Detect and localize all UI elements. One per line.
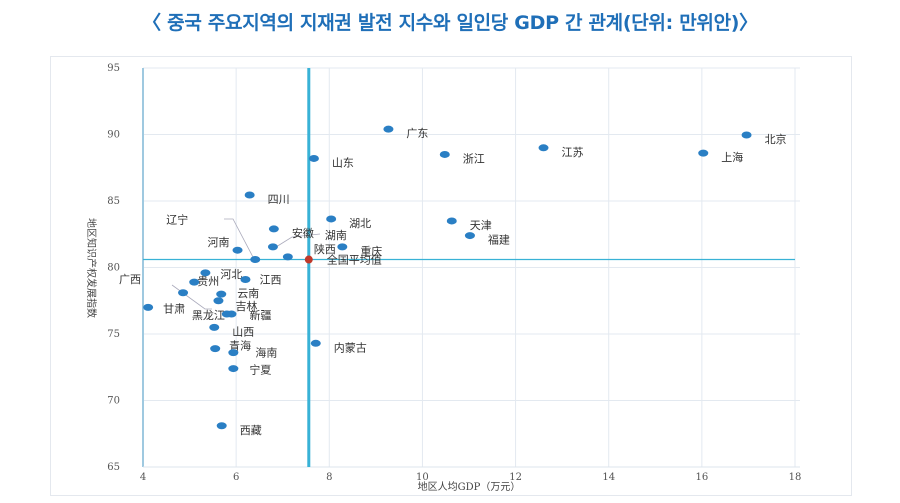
data-point — [268, 225, 279, 233]
y-tick-label: 80 — [107, 263, 120, 274]
point-label: 海南 — [255, 346, 277, 360]
x-tick-label: 8 — [326, 472, 332, 483]
point-label: 新疆 — [249, 308, 271, 322]
point-label: 江苏 — [562, 146, 584, 159]
point-label: 陕西 — [314, 242, 336, 256]
point-label: 西藏 — [240, 424, 262, 437]
data-point — [383, 125, 394, 133]
y-tick-label: 75 — [107, 329, 120, 340]
data-point — [446, 217, 457, 225]
point-label: 湖南 — [325, 229, 347, 242]
point-label: 江西 — [259, 273, 281, 286]
y-tick-label: 70 — [107, 396, 120, 407]
x-tick-label: 10 — [416, 472, 429, 483]
data-point — [143, 303, 154, 311]
leader-line — [224, 218, 255, 260]
data-point — [216, 290, 227, 298]
x-tick-label: 14 — [602, 472, 615, 483]
x-tick-label: 16 — [695, 472, 708, 483]
point-label: 云南 — [237, 287, 259, 300]
point-label: 宁夏 — [249, 363, 271, 377]
data-point — [213, 297, 224, 305]
x-axis-title: 地区人均GDP（万元） — [418, 480, 521, 493]
data-point — [226, 310, 237, 318]
point-label: 北京 — [765, 132, 787, 146]
data-point — [228, 349, 239, 357]
point-label: 湖北 — [349, 217, 371, 230]
point-label: 山西 — [232, 325, 254, 338]
y-tick-label: 95 — [107, 63, 120, 74]
point-label: 重庆 — [360, 244, 382, 258]
average-label: 全国平均值 — [327, 253, 382, 267]
x-tick-label: 18 — [789, 472, 802, 483]
point-label: 辽宁 — [166, 213, 188, 227]
point-label: 安徽 — [292, 226, 314, 240]
y-tick-label: 65 — [107, 462, 120, 473]
data-point — [200, 269, 211, 277]
point-label: 贵州 — [197, 275, 219, 288]
data-point — [267, 243, 278, 251]
chart-panel — [50, 56, 852, 496]
data-point — [741, 131, 752, 139]
point-label: 河南 — [208, 236, 230, 249]
data-point — [337, 243, 348, 251]
point-label: 山东 — [332, 156, 354, 169]
y-axis-title: 地区知识产权发展指数 — [85, 218, 98, 318]
data-point — [308, 154, 319, 162]
x-tick-label: 4 — [140, 472, 146, 483]
chart-title: 〈 중국 주요지역의 지재권 발전 지수와 일인당 GDP 간 관계(단위: 만… — [142, 12, 758, 34]
data-point — [464, 232, 475, 240]
point-label: 青海 — [229, 339, 251, 353]
data-point — [326, 215, 337, 223]
point-label: 黑龙江 — [192, 309, 225, 322]
data-point — [282, 253, 293, 261]
data-point — [439, 150, 450, 158]
data-point — [240, 275, 251, 283]
leader-line — [275, 233, 321, 248]
point-label: 内蒙古 — [334, 340, 367, 354]
data-point — [210, 345, 221, 353]
data-point — [244, 191, 255, 199]
y-tick-label: 90 — [107, 130, 120, 141]
data-point — [538, 144, 549, 152]
point-label: 吉林 — [235, 299, 257, 313]
point-label: 广西 — [119, 273, 141, 286]
point-label: 四川 — [268, 193, 290, 206]
x-tick-label: 6 — [233, 472, 239, 483]
point-label: 甘肃 — [163, 302, 185, 315]
data-point — [250, 256, 261, 264]
data-point — [189, 278, 200, 286]
point-label: 浙江 — [463, 152, 485, 165]
data-point — [310, 339, 321, 347]
y-tick-label: 85 — [107, 196, 120, 207]
point-label: 上海 — [721, 150, 743, 164]
data-point — [232, 246, 243, 254]
x-tick-label: 12 — [509, 472, 522, 483]
point-label: 广东 — [406, 127, 428, 140]
data-point — [228, 365, 239, 373]
data-point — [178, 289, 189, 297]
point-label: 河北 — [220, 268, 242, 281]
data-point — [216, 422, 227, 430]
average-point — [304, 255, 313, 264]
data-point — [698, 149, 709, 157]
point-label: 福建 — [488, 233, 510, 247]
point-label: 天津 — [470, 219, 492, 232]
data-point — [209, 323, 220, 331]
